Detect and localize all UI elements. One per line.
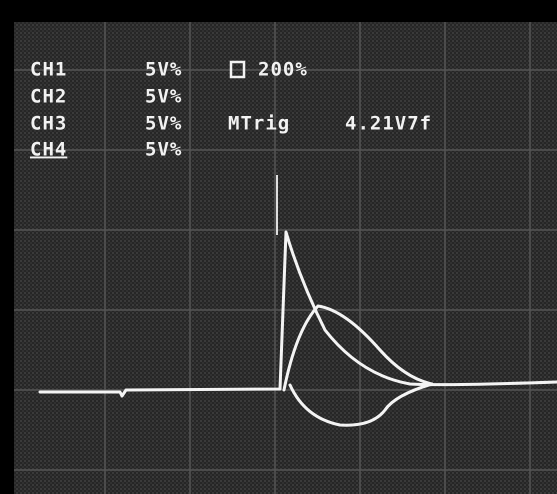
trigger-label: MTrig bbox=[228, 113, 290, 135]
channel-scale: 5V% bbox=[145, 86, 182, 108]
trigger-level: 4.21V7f bbox=[345, 113, 432, 135]
channel-name: CH2 bbox=[30, 86, 67, 108]
channel-scale: 5V% bbox=[145, 139, 182, 161]
channel-name: CH3 bbox=[30, 113, 67, 135]
channel-name: CH1 bbox=[30, 59, 67, 81]
channel-name: CH4 bbox=[30, 139, 67, 161]
channel-scale: 5V% bbox=[145, 113, 182, 135]
timebase: 200% bbox=[258, 59, 308, 81]
oscilloscope-screen: CH1 5V% CH2 5V% CH3 5V% CH4 5V% 200% MTr… bbox=[0, 0, 557, 494]
channel-scale: 5V% bbox=[145, 59, 182, 81]
